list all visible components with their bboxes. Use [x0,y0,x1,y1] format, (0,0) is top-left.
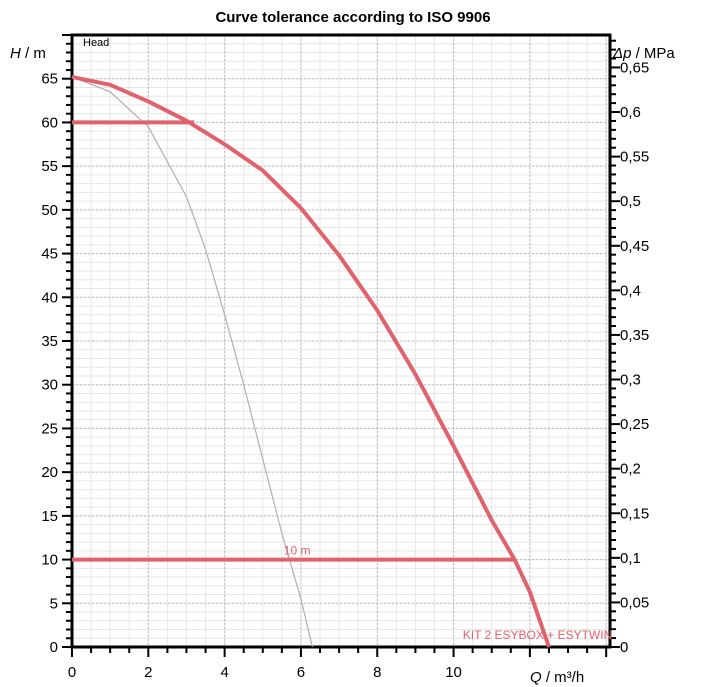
y2-axis-label-var: Δp [612,45,631,62]
major-grid [71,34,610,648]
y-tick-label: 25 [41,420,58,437]
y2-axis-label: Δp / MPa [612,45,675,62]
secondary-curve-line [71,76,313,648]
y-axis-label: H / m [10,45,46,62]
right-axis-ticks [610,39,620,648]
y-tick-label: 60 [41,114,58,131]
left-axis-labels: 0 5 10 15 20 25 30 35 40 45 50 55 60 65 [41,71,58,656]
y-tick-label: 40 [41,289,58,306]
y-tick-label: 0 [50,639,58,656]
y2-tick-label: 0,1 [620,550,641,567]
x-axis-label: Q / m³/h [530,669,584,686]
y2-tick-label: 0,55 [620,149,649,166]
right-axis-labels: 0 0,05 0,1 0,15 0,2 0,25 0,3 0,35 0,4 0,45 0,5 0,55… [620,59,649,656]
y-tick-label: 45 [41,246,58,263]
y-tick-label: 35 [41,333,58,350]
y2-tick-label: 0,35 [620,327,649,344]
y2-axis-label-unit: / MPa [631,45,675,62]
y2-tick-label: 0,05 [620,594,649,611]
x-tick-label: 2 [144,664,152,681]
annotation-10m: 10 m [284,543,311,557]
x-tick-label: 8 [373,664,381,681]
chart-title: Curve tolerance according to ISO 9906 [215,9,490,26]
x-axis-label-unit: / m³/h [542,669,585,686]
bottom-axis-ticks [71,647,608,657]
y2-tick-label: 0,15 [620,505,649,522]
y2-tick-label: 0,65 [620,59,649,76]
y2-tick-label: 0,45 [620,238,649,255]
y-tick-label: 50 [41,202,58,219]
y-tick-label: 55 [41,158,58,175]
y2-tick-label: 0,2 [620,461,641,478]
main-curve-line [71,75,551,648]
left-axis-ticks [62,34,72,648]
annotation-layer: 10 m KIT 2 ESYBOX + ESYTWIN [284,543,612,642]
y2-tick-label: 0 [620,639,628,656]
x-tick-label: 4 [220,664,228,681]
y-tick-label: 5 [50,595,58,612]
series-layer [71,75,551,648]
y-tick-label: 10 [41,552,58,569]
y-axis-label-unit: / m [21,45,46,62]
y2-tick-label: 0,5 [620,193,641,210]
y-tick-label: 20 [41,464,58,481]
annotation-series-name: KIT 2 ESYBOX + ESYTWIN [463,628,613,642]
y2-tick-label: 0,3 [620,372,641,389]
inner-head-label: Head [83,37,109,49]
y2-tick-label: 0,4 [620,282,641,299]
y-tick-label: 30 [41,377,58,394]
x-axis-label-var: Q [530,669,542,686]
x-tick-label: 0 [68,664,76,681]
y2-tick-label: 0,25 [620,416,649,433]
y-tick-label: 65 [41,71,58,88]
y2-tick-label: 0,6 [620,104,641,121]
y-axis-label-var: H [10,45,21,62]
x-tick-label: 10 [445,664,462,681]
x-tick-label: 6 [297,664,305,681]
bottom-axis-labels: 0 2 4 6 8 10 [68,664,462,681]
y-tick-label: 15 [41,508,58,525]
